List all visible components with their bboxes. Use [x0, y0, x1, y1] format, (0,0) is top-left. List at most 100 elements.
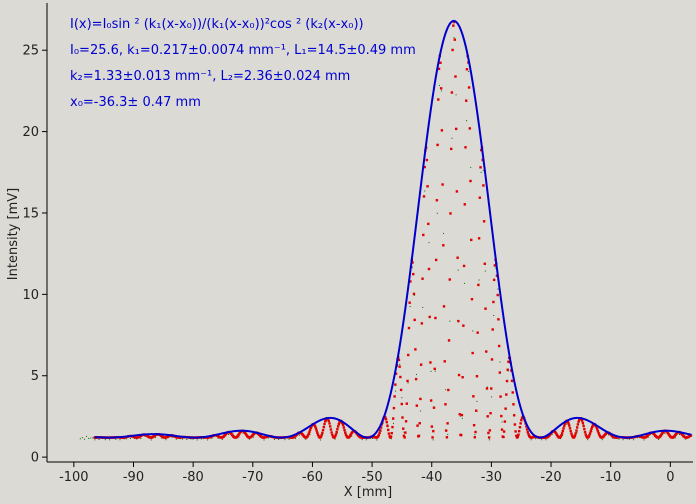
measured-point — [331, 433, 334, 437]
raw-point — [422, 307, 424, 309]
measured-point — [588, 434, 591, 437]
measured-point — [568, 424, 571, 427]
measured-point — [330, 431, 333, 434]
x-tick-label: -70 — [242, 470, 263, 485]
measured-point — [457, 319, 460, 323]
measured-point — [569, 429, 572, 433]
measured-point — [337, 422, 341, 426]
measured-point — [512, 414, 516, 417]
raw-point — [495, 267, 497, 269]
measured-point — [404, 431, 407, 434]
measured-point — [570, 432, 573, 435]
measured-point — [344, 433, 348, 436]
measured-point — [519, 422, 522, 425]
raw-point — [79, 438, 81, 440]
raw-point — [278, 438, 280, 440]
measured-point — [562, 427, 565, 430]
raw-point — [445, 389, 447, 391]
raw-point — [399, 363, 401, 365]
measured-point — [425, 158, 429, 162]
raw-point — [115, 438, 117, 440]
measured-point — [391, 425, 394, 429]
measured-point — [451, 48, 454, 52]
measured-point — [439, 87, 443, 90]
measured-point — [412, 272, 415, 276]
measured-point — [416, 424, 419, 427]
raw-point — [190, 438, 192, 440]
measured-point — [487, 436, 491, 439]
measured-point — [492, 278, 496, 282]
x-tick-label: -30 — [481, 470, 502, 485]
measured-point — [510, 379, 514, 383]
measured-point — [454, 127, 458, 131]
y-tick-label: 20 — [22, 125, 39, 140]
measured-point — [471, 351, 474, 355]
raw-point — [432, 439, 434, 441]
measured-point — [498, 371, 502, 374]
data-layer — [79, 19, 693, 441]
measured-point — [323, 422, 326, 426]
raw-point — [86, 435, 88, 437]
measured-point — [313, 423, 316, 427]
measured-point — [398, 365, 401, 368]
measured-point — [482, 220, 486, 223]
x-tick-label: -90 — [123, 470, 144, 485]
raw-point — [474, 434, 476, 436]
y-tick-label: 0 — [31, 451, 39, 466]
x-tick-label: -20 — [540, 470, 561, 485]
measured-point — [434, 258, 438, 262]
raw-point — [392, 422, 394, 424]
measured-point — [440, 129, 444, 132]
measured-point — [327, 419, 330, 423]
measured-point — [430, 425, 434, 428]
raw-point — [491, 396, 493, 398]
measured-point — [422, 233, 425, 237]
fit-params-line2: k₂=1.33±0.013 mm⁻¹, L₂=2.36±0.024 mm — [70, 69, 350, 84]
measured-point — [411, 261, 414, 264]
measured-point — [319, 435, 323, 439]
raw-point — [470, 166, 472, 168]
measured-point — [511, 391, 514, 394]
measured-point — [427, 267, 431, 271]
measured-point — [502, 435, 505, 439]
measured-point — [404, 420, 408, 423]
measured-point — [555, 432, 558, 436]
measured-point — [442, 305, 446, 308]
measured-point — [588, 432, 592, 435]
measured-point — [377, 433, 381, 437]
measured-point — [443, 360, 446, 363]
x-tick-label: -80 — [183, 470, 204, 485]
raw-point — [428, 242, 430, 244]
raw-point — [372, 438, 374, 440]
measured-point — [320, 434, 323, 437]
raw-point — [175, 438, 177, 440]
measured-point — [308, 428, 312, 432]
raw-point — [551, 433, 553, 435]
raw-point — [83, 438, 85, 440]
raw-point — [294, 438, 296, 440]
y-tick-label: 10 — [22, 288, 39, 303]
raw-point — [125, 438, 127, 440]
measured-point — [527, 433, 530, 436]
measured-point — [590, 427, 593, 431]
raw-point — [608, 434, 609, 436]
measured-point — [419, 397, 422, 401]
measured-point — [525, 428, 529, 431]
raw-point — [305, 438, 307, 440]
fit-envelope-line — [94, 19, 692, 439]
measured-point — [596, 427, 599, 431]
measured-point — [376, 435, 380, 438]
raw-point — [186, 439, 188, 441]
raw-point — [397, 365, 399, 367]
measured-point — [483, 262, 487, 265]
axes: -100 -90 -80 -70 -60 -50 -40 -30 -20 -10 0 0510152… — [22, 3, 693, 485]
x-tick-label: -40 — [421, 470, 442, 485]
y-ticks: 0 5 10 15 20 25 — [22, 44, 47, 466]
measured-point — [499, 395, 502, 398]
measured-point — [505, 379, 509, 383]
raw-point — [395, 390, 397, 392]
measured-point — [574, 432, 577, 435]
measured-point — [566, 420, 570, 423]
raw-point — [207, 439, 209, 441]
